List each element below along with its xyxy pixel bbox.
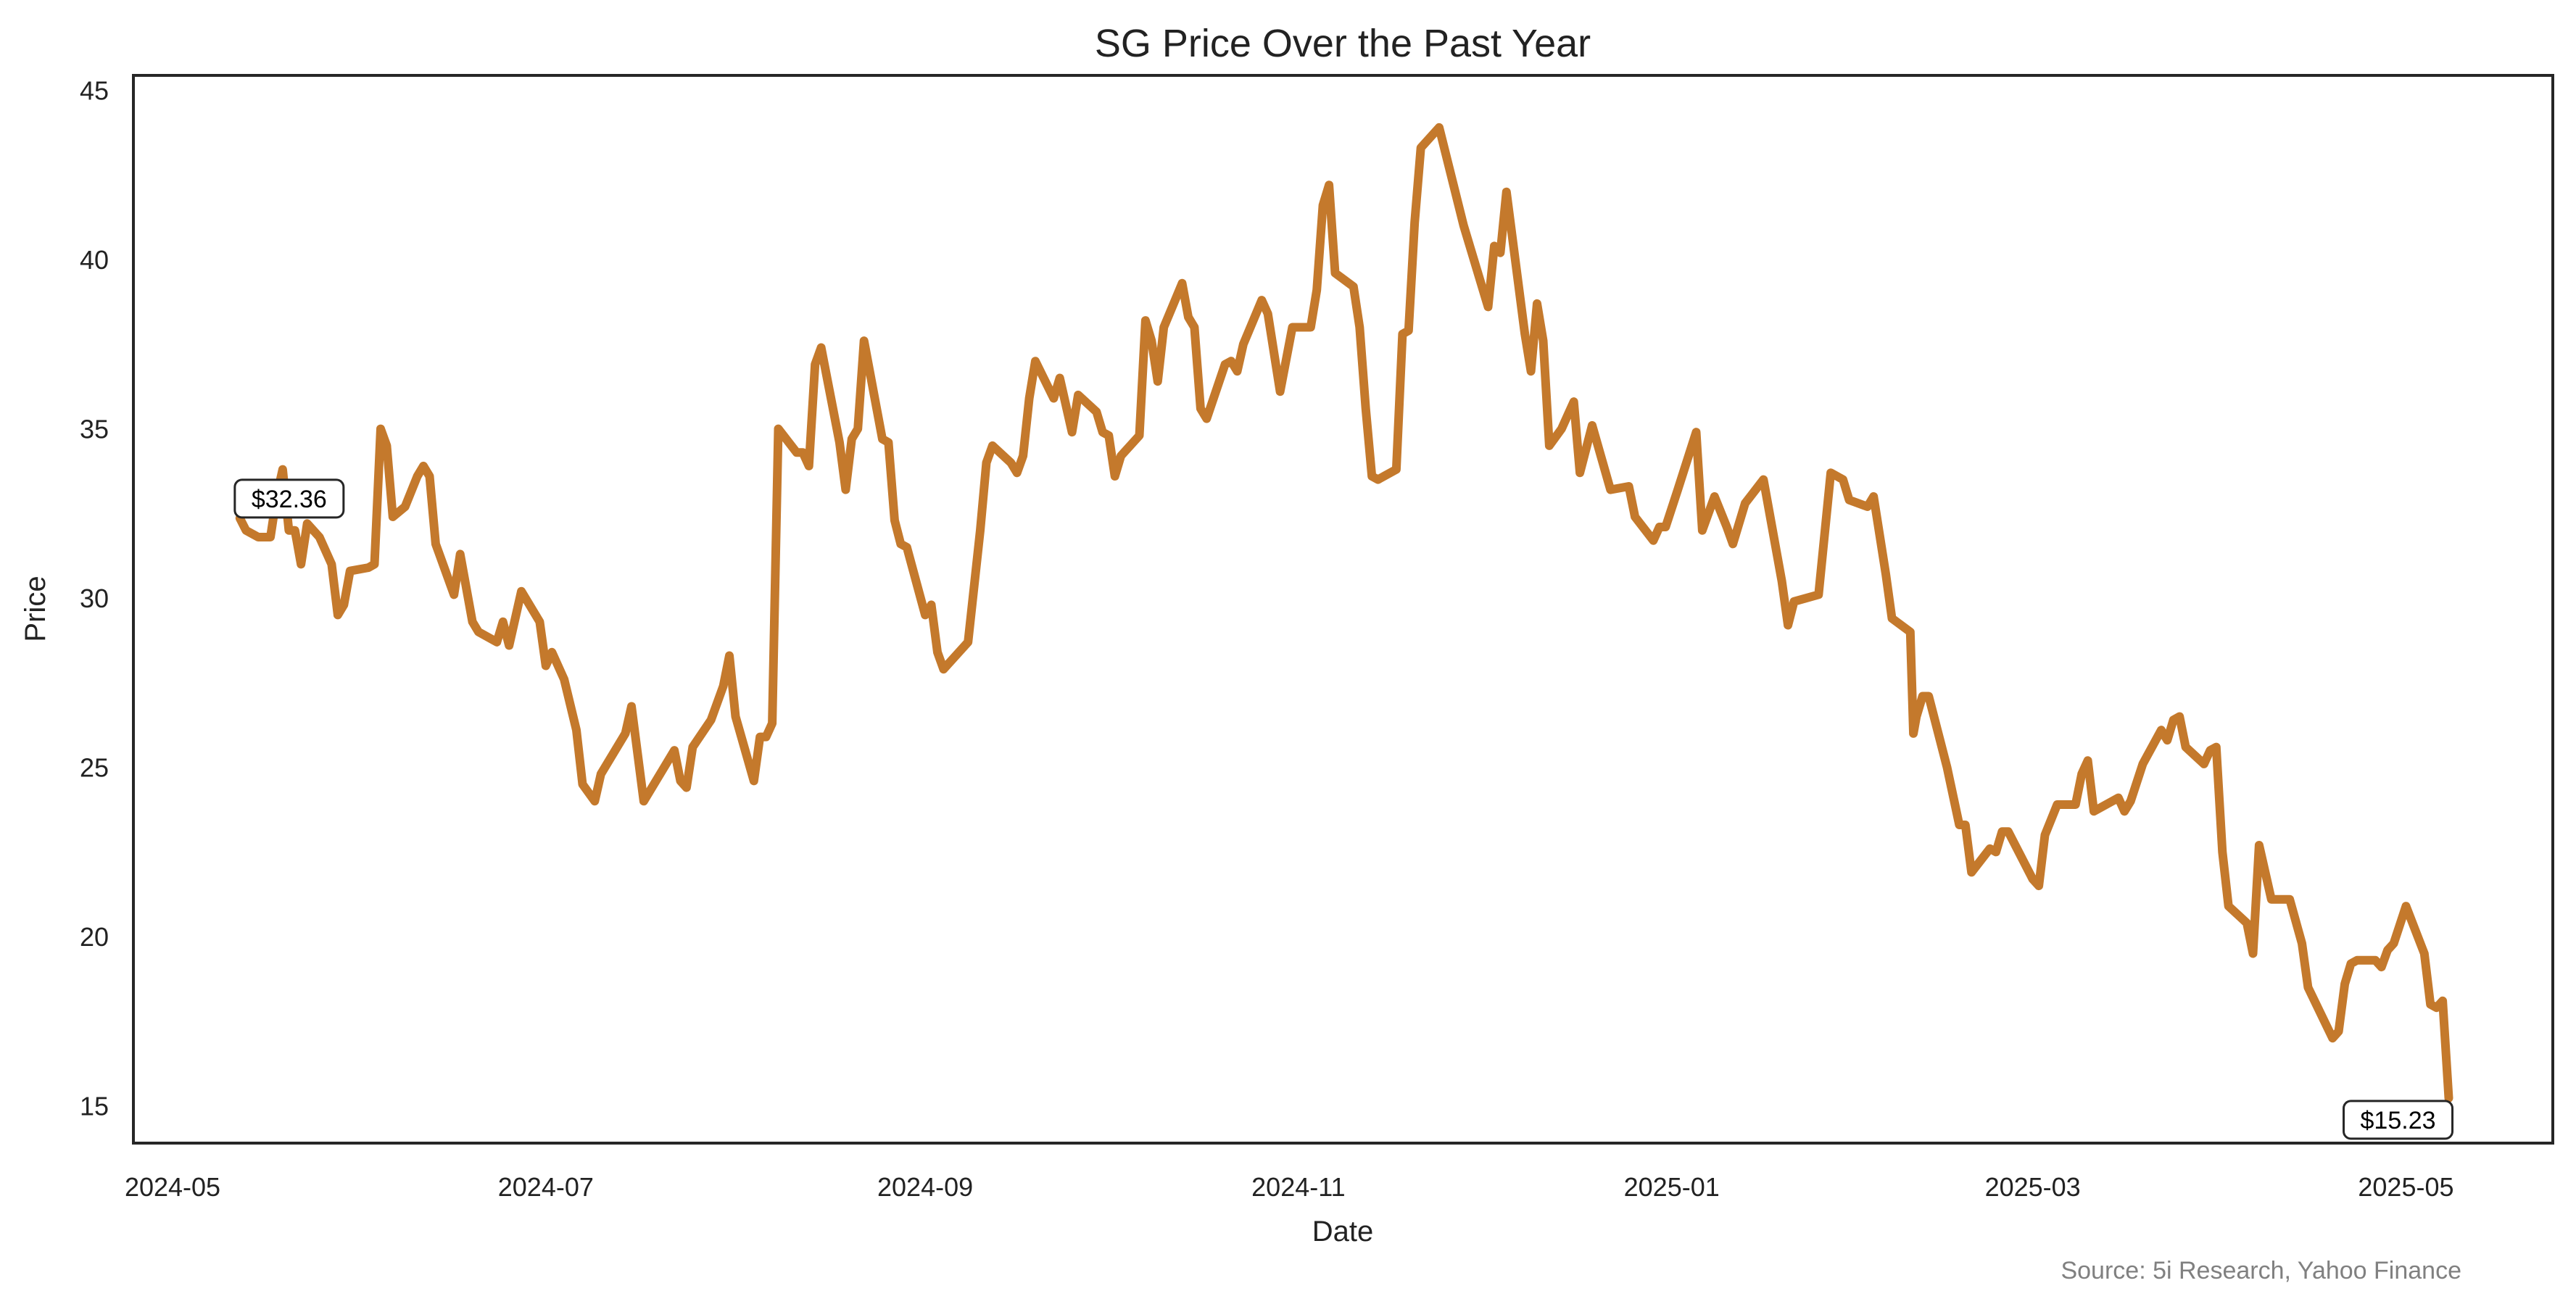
source-note: Source: 5i Research, Yahoo Finance xyxy=(2061,1257,2461,1284)
plot-frame xyxy=(132,74,2554,1145)
chart-title: SG Price Over the Past Year xyxy=(1095,22,1591,65)
y-tick-label: 40 xyxy=(80,245,109,275)
x-tick-label: 2025-05 xyxy=(2358,1172,2453,1202)
x-tick-label: 2025-01 xyxy=(1624,1172,1720,1202)
y-axis-ticks: 15 20 25 30 35 40 45 xyxy=(80,76,109,1121)
annotations: $32.36 $15.23 xyxy=(233,478,2454,1140)
x-tick-label: 2024-11 xyxy=(1251,1172,1345,1202)
y-tick-label: 20 xyxy=(80,922,109,952)
x-tick-label: 2024-07 xyxy=(498,1172,594,1202)
price-line xyxy=(235,123,2453,1103)
y-axis-label: Price xyxy=(20,576,51,642)
y-tick-label: 30 xyxy=(80,584,109,613)
y-tick-label: 25 xyxy=(80,753,109,783)
x-tick-label: 2024-05 xyxy=(125,1172,220,1202)
x-tick-label: 2025-03 xyxy=(1985,1172,2081,1202)
x-axis-ticks: 2024-05 2024-07 2024-09 2024-11 2025-01 2025-… xyxy=(125,1172,2454,1202)
annotation-label: $32.36 xyxy=(252,486,327,513)
annotation-box xyxy=(233,478,345,519)
x-tick-label: 2024-09 xyxy=(877,1172,973,1202)
annotation-box xyxy=(2343,1100,2454,1140)
y-tick-label: 15 xyxy=(80,1092,109,1121)
y-tick-label: 45 xyxy=(80,76,109,106)
x-axis-label: Date xyxy=(1312,1216,1374,1247)
y-tick-label: 35 xyxy=(80,415,109,444)
annotation-label: $15.23 xyxy=(2361,1107,2436,1134)
